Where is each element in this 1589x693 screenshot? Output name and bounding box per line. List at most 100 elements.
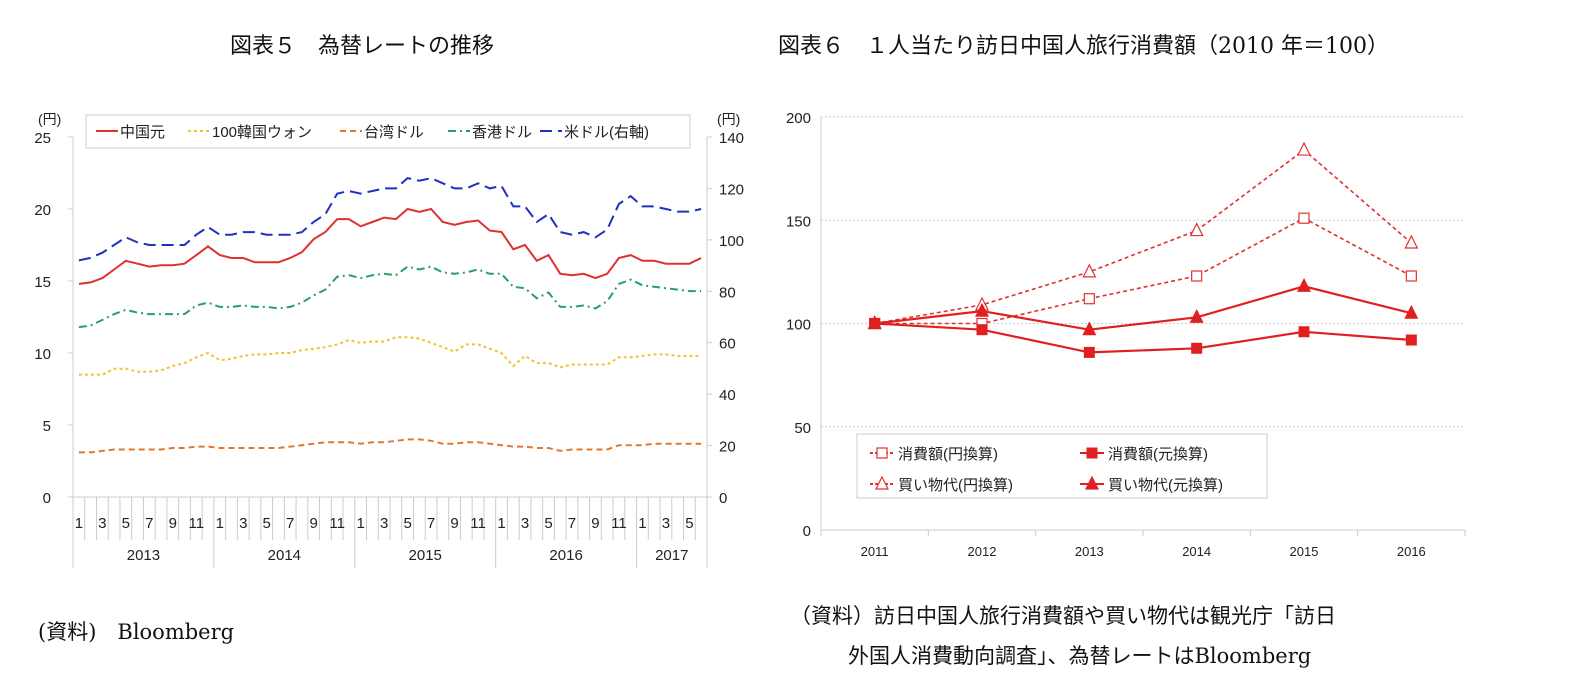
x-month-label: 11 [611,515,627,532]
right-chart-title: 図表６ １人当たり訪日中国人旅行消費額（2010 年＝100） [778,34,1389,59]
x-month-label: 3 [98,515,106,532]
left-source-note: (資料) Bloomberg [38,620,235,644]
legend-label: 香港ドル [472,124,532,141]
y2-tick-label: 60 [719,336,736,353]
data-point-0 [1191,270,1203,282]
x-month-label: 9 [591,515,599,532]
x-month-label: 5 [263,515,271,532]
data-point-3 [1082,321,1097,336]
x-month-label: 5 [544,515,552,532]
y2-tick-label: 100 [719,233,744,250]
x-month-label: 3 [521,515,529,532]
y-tick-label: 5 [43,418,51,435]
data-point-1 [976,324,988,336]
left-chart-title: 図表５ 為替レートの推移 [230,34,495,59]
legend-label: 消費額(円換算) [898,445,998,463]
legend-marker [876,447,888,459]
x-tick-label: 2013 [1075,544,1104,559]
data-point-3 [1189,308,1204,323]
right-source-note-1: （資料）訪日中国人旅行消費額や買い物代は観光庁「訪日 [790,604,1336,628]
y2-tick-label: 20 [719,439,736,456]
data-point-2 [1189,222,1204,237]
series-line-3 [874,285,1412,331]
x-month-label: 7 [286,515,294,532]
y2-tick-label: 0 [719,490,727,507]
x-month-label: 7 [568,515,576,532]
series-line-0 [874,217,1412,325]
x-month-label: 9 [169,515,177,532]
x-month-label: 7 [427,515,435,532]
x-month-label: 7 [145,515,153,532]
x-year-label: 2015 [409,547,442,564]
data-point-2 [1404,234,1419,249]
y-tick-label: 0 [803,523,811,540]
legend-label: 米ドル(右軸) [564,124,649,141]
legend-label: 消費額(元換算) [1108,445,1208,463]
legend-marker [1085,475,1099,490]
y-tick-label: 200 [786,110,811,127]
data-point-1 [1191,342,1203,354]
x-month-label: 3 [380,515,388,532]
legend-label: 中国元 [120,124,165,141]
series-line-0 [78,207,702,285]
x-month-label: 1 [638,515,646,532]
y-axis-unit: (円) [38,111,61,127]
data-point-3 [975,302,989,317]
x-month-label: 11 [329,515,345,532]
legend-label: 買い物代(円換算) [898,476,1013,494]
x-tick-label: 2016 [1397,544,1426,559]
x-month-label: 1 [497,515,505,532]
y-tick-label: 25 [34,130,51,147]
x-year-label: 2017 [655,547,688,564]
y2-tick-label: 80 [719,284,736,301]
legend-marker [1086,447,1098,459]
data-point-1 [1298,326,1310,338]
y-tick-label: 100 [786,317,811,334]
x-year-label: 2013 [127,547,160,564]
x-month-label: 5 [122,515,130,532]
x-tick-label: 2012 [968,544,997,559]
y-tick-label: 20 [34,202,51,219]
y-tick-label: 150 [786,213,811,230]
y-tick-label: 10 [34,346,51,363]
data-point-2 [1082,263,1097,278]
y2-tick-label: 140 [719,130,744,147]
y2-tick-label: 40 [719,387,736,404]
data-point-3 [1297,277,1311,292]
legend-box [85,114,691,149]
data-point-3 [1404,304,1419,319]
x-month-label: 9 [310,515,318,532]
data-point-1 [1405,334,1417,346]
series-line-1 [874,322,1412,354]
x-tick-label: 2011 [861,544,889,559]
data-point-3 [867,315,882,330]
x-month-label: 5 [685,515,693,532]
y2-tick-label: 120 [719,181,744,198]
x-tick-label: 2015 [1290,544,1319,559]
x-month-label: 3 [662,515,670,532]
series-line-2 [874,148,1412,325]
x-month-label: 5 [403,515,411,532]
legend-label: 台湾ドル [364,124,424,141]
x-year-label: 2016 [549,547,582,564]
x-year-label: 2014 [268,547,301,564]
data-point-1 [1083,346,1095,358]
series-line-3 [78,265,702,329]
x-month-label: 1 [216,515,224,532]
y-tick-label: 50 [794,420,811,437]
right-source-note-2: 外国人消費動向調査」、為替レートはBloomberg [848,644,1312,668]
legend-label: 100韓国ウォン [212,124,312,141]
legend-label: 買い物代(元換算) [1108,476,1223,494]
data-point-0 [1405,270,1417,282]
data-point-2 [1297,141,1311,156]
series-line-2 [78,438,702,454]
y-tick-label: 15 [34,274,51,291]
x-month-label: 1 [356,515,364,532]
x-tick-label: 2014 [1182,544,1211,559]
series-line-1 [78,336,702,376]
x-month-label: 9 [450,515,458,532]
x-month-label: 11 [188,515,204,532]
series-line-4 [78,177,702,262]
x-month-label: 1 [75,515,83,532]
